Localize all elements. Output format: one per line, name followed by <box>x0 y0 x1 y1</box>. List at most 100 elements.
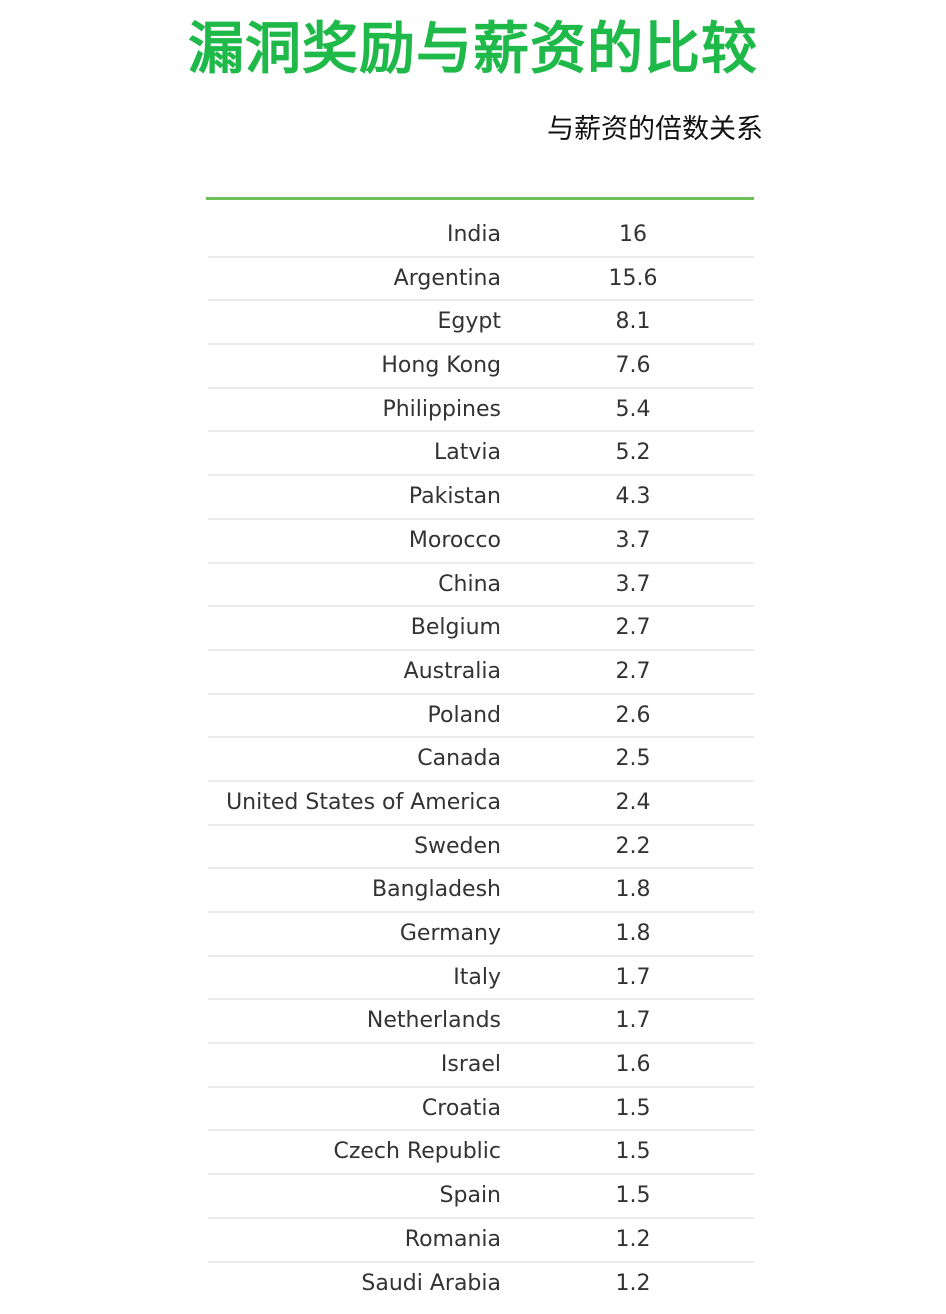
multiple-value: 1.7 <box>615 964 651 990</box>
country-label: Netherlands <box>366 1008 501 1034</box>
country-label: Belgium <box>410 615 501 641</box>
table-row: China 3.7 <box>206 564 754 608</box>
multiple-value: 15.6 <box>608 265 658 291</box>
multiple-value: 1.5 <box>615 1095 651 1121</box>
row-divider <box>208 255 754 258</box>
multiple-value: 2.4 <box>615 789 651 815</box>
table-row: Croatia 1.5 <box>206 1088 754 1132</box>
table-row: Philippines 5.4 <box>206 389 754 433</box>
row-divider <box>208 736 754 739</box>
multiple-value: 1.2 <box>615 1270 651 1296</box>
country-label: Israel <box>440 1052 501 1078</box>
table-row: Czech Republic 1.5 <box>206 1131 754 1176</box>
country-label: Philippines <box>382 396 501 422</box>
table-row: Romania 1.2 <box>206 1219 754 1263</box>
multiple-value: 1.6 <box>615 1052 651 1078</box>
row-divider <box>208 867 754 870</box>
country-label: Sweden <box>414 833 501 859</box>
page-title: 漏洞奖励与薪资的比较 <box>188 17 758 82</box>
multiple-value: 2.2 <box>615 833 651 859</box>
table-row: Germany 1.8 <box>206 913 754 957</box>
row-divider <box>208 474 754 477</box>
multiple-value: 4.3 <box>615 484 651 510</box>
table-row: Italy 1.7 <box>206 957 754 1001</box>
row-divider <box>208 1129 754 1132</box>
multiple-value: 3.7 <box>615 571 651 597</box>
table-row: Belgium 2.7 <box>206 607 754 651</box>
row-divider <box>208 1085 754 1088</box>
multiple-value: 5.4 <box>615 396 651 422</box>
country-label: Romania <box>404 1226 501 1252</box>
table-row: Hong Kong 7.6 <box>206 345 754 389</box>
country-label: Czech Republic <box>333 1139 501 1165</box>
table-row: Egypt 8.1 <box>206 301 754 346</box>
table-row: Israel 1.6 <box>206 1044 754 1088</box>
country-label: Saudi Arabia <box>361 1270 501 1296</box>
row-divider <box>208 517 754 520</box>
table-row: Bangladesh 1.8 <box>206 869 754 913</box>
country-label: India <box>447 222 501 247</box>
table-row: Spain 1.5 <box>206 1175 754 1219</box>
country-label: Canada <box>417 746 501 772</box>
multiple-value: 1.8 <box>615 921 651 946</box>
row-divider <box>208 823 754 826</box>
table-row: India 16 <box>206 214 754 258</box>
country-label: Germany <box>399 921 501 946</box>
multiple-value: 8.1 <box>615 309 651 335</box>
table-row: Poland 2.6 <box>206 695 754 739</box>
country-label: Latvia <box>434 440 501 466</box>
table-row: Netherlands 1.7 <box>206 1000 754 1045</box>
row-divider <box>208 779 754 782</box>
country-label: Poland <box>427 702 501 728</box>
multiple-value: 2.6 <box>615 702 651 728</box>
country-label: Pakistan <box>408 484 501 510</box>
data-table: India 16 Argentina 15.6 Egypt 8.1 Hong Kong 7.6… <box>206 214 754 1306</box>
multiple-value: 3.7 <box>615 527 651 553</box>
table-row: Argentina 15.6 <box>206 258 754 302</box>
table-row: Saudi Arabia 1.2 <box>206 1263 754 1307</box>
row-divider <box>208 998 754 1001</box>
multiple-value: 1.2 <box>615 1226 651 1252</box>
table-row: Morocco 3.7 <box>206 520 754 564</box>
multiple-value: 16 <box>619 222 647 247</box>
row-divider <box>208 430 754 433</box>
row-divider <box>208 605 754 608</box>
table-row: Pakistan 4.3 <box>206 476 754 520</box>
multiple-value: 2.5 <box>615 746 651 772</box>
row-divider <box>208 954 754 957</box>
multiple-value: 1.7 <box>615 1008 651 1034</box>
table-row: Sweden 2.2 <box>206 826 754 870</box>
country-label: Croatia <box>421 1095 501 1121</box>
table-row: Latvia 5.2 <box>206 432 754 477</box>
country-label: Argentina <box>393 265 501 291</box>
column-header-multiple: 与薪资的倍数关系 <box>547 114 763 145</box>
row-divider <box>208 1260 754 1263</box>
country-label: Spain <box>439 1183 501 1209</box>
row-divider <box>208 648 754 651</box>
table-row: Canada 2.5 <box>206 738 754 782</box>
row-divider <box>208 1042 754 1045</box>
country-label: Italy <box>453 964 501 990</box>
country-label: United States of America <box>226 789 501 815</box>
row-divider <box>208 386 754 389</box>
row-divider <box>208 1216 754 1219</box>
multiple-value: 1.5 <box>615 1183 651 1209</box>
row-divider <box>208 692 754 695</box>
row-divider <box>208 343 754 346</box>
multiple-value: 1.8 <box>615 877 651 903</box>
country-label: Bangladesh <box>372 877 501 903</box>
country-label: Morocco <box>408 527 501 553</box>
row-divider <box>208 561 754 564</box>
table-row: Australia 2.7 <box>206 651 754 695</box>
table-row: United States of America 2.4 <box>206 782 754 826</box>
country-label: China <box>438 571 501 597</box>
multiple-value: 2.7 <box>615 615 651 641</box>
row-divider <box>208 1173 754 1176</box>
multiple-value: 1.5 <box>615 1139 651 1165</box>
row-divider <box>208 911 754 913</box>
country-label: Hong Kong <box>381 353 501 379</box>
header-rule <box>206 197 754 200</box>
multiple-value: 7.6 <box>615 353 651 379</box>
multiple-value: 5.2 <box>615 440 651 466</box>
multiple-value: 2.7 <box>615 658 651 684</box>
